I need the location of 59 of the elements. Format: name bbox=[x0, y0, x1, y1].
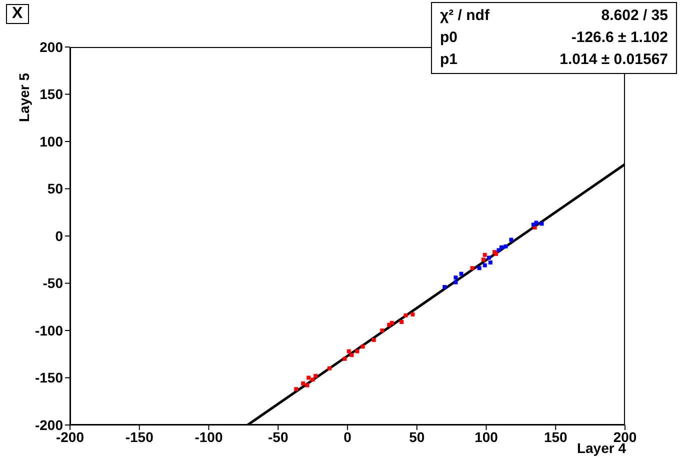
y-axis-title: Layer 5 bbox=[16, 72, 32, 122]
chart-title: X bbox=[6, 4, 29, 24]
point bbox=[488, 260, 492, 264]
text: χ² / ndf bbox=[440, 6, 490, 26]
point bbox=[454, 276, 458, 280]
point bbox=[482, 252, 487, 257]
point bbox=[305, 383, 310, 388]
point bbox=[310, 378, 315, 382]
text: p0 bbox=[440, 28, 458, 48]
text: 8.602 / 35 bbox=[601, 6, 668, 26]
point bbox=[504, 244, 508, 248]
y-tick-label: -50 bbox=[42, 275, 64, 292]
y-tick-label: 100 bbox=[40, 133, 64, 150]
x-tick-label: -100 bbox=[194, 428, 223, 445]
point bbox=[509, 238, 514, 242]
point bbox=[380, 328, 384, 332]
x-tick-label: -50 bbox=[268, 428, 288, 445]
point bbox=[454, 280, 458, 284]
point bbox=[482, 263, 487, 268]
x-tick-label: 50 bbox=[409, 428, 425, 445]
text: -126.6 ± 1.102 bbox=[571, 28, 668, 48]
point bbox=[481, 258, 486, 262]
point bbox=[314, 374, 318, 378]
x-tick-label: -150 bbox=[125, 428, 154, 445]
y-tick-label: -150 bbox=[34, 370, 64, 386]
point bbox=[400, 320, 404, 324]
x-tick-label: 150 bbox=[544, 428, 568, 445]
point bbox=[477, 266, 482, 270]
y-tick-label: 150 bbox=[40, 86, 64, 102]
point bbox=[500, 245, 504, 250]
point bbox=[496, 248, 501, 252]
point bbox=[404, 313, 408, 318]
x-tick-label: 0 bbox=[344, 428, 352, 445]
point bbox=[534, 220, 538, 225]
y-tick-label: 0 bbox=[55, 228, 64, 244]
point bbox=[350, 353, 354, 358]
point bbox=[301, 381, 306, 386]
point bbox=[342, 356, 347, 361]
point bbox=[470, 266, 474, 270]
point bbox=[390, 320, 394, 325]
point bbox=[459, 272, 464, 276]
y-tick-label: 50 bbox=[47, 180, 64, 197]
point bbox=[306, 376, 311, 380]
point bbox=[346, 349, 351, 354]
point bbox=[294, 387, 298, 392]
point bbox=[360, 344, 365, 349]
annotation: p1 bbox=[440, 50, 458, 70]
point bbox=[410, 312, 415, 316]
point bbox=[372, 338, 376, 342]
point bbox=[327, 366, 332, 370]
y-tick-label: 200 bbox=[40, 38, 64, 55]
y-tick-label: -100 bbox=[34, 322, 64, 338]
x-tick-label: 100 bbox=[474, 428, 498, 445]
annotation: 1.014 ± 0.01567 bbox=[560, 50, 668, 70]
point bbox=[442, 285, 447, 290]
y-tick-label: -200 bbox=[34, 416, 64, 433]
point bbox=[487, 256, 492, 260]
point bbox=[355, 349, 360, 354]
point bbox=[540, 222, 544, 226]
